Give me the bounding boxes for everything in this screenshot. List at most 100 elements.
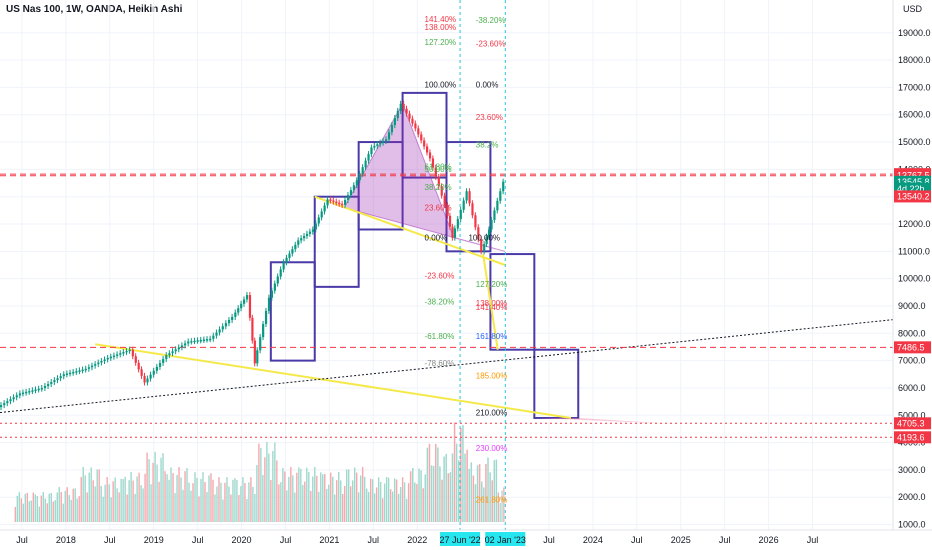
volume-bar — [110, 497, 112, 522]
volume-bar — [18, 492, 21, 522]
volume-bar — [414, 482, 416, 522]
volume-bar — [186, 468, 188, 522]
candle — [18, 393, 22, 396]
candle — [137, 362, 140, 370]
volume-bar — [411, 468, 414, 522]
axis-unit: USD — [903, 4, 923, 14]
volume-bar — [278, 484, 280, 522]
fib-label: -61.80% — [425, 332, 455, 341]
price-tag-label: 13545.8 — [897, 177, 930, 187]
candle — [326, 199, 329, 206]
volume-bar — [234, 478, 236, 522]
candle — [37, 388, 40, 391]
candle — [40, 387, 43, 390]
candle — [393, 118, 396, 126]
fib-label: -23.60% — [425, 272, 455, 281]
volume-bar — [439, 466, 441, 522]
candle — [205, 339, 209, 341]
candle — [477, 227, 480, 240]
candle — [344, 199, 347, 205]
fib-label: 61.80% — [425, 162, 452, 171]
candle — [28, 391, 31, 393]
candle — [385, 139, 388, 141]
volume-bar — [395, 479, 398, 522]
volume-bar — [497, 492, 499, 522]
candle — [370, 147, 373, 155]
volume-bar — [184, 471, 186, 522]
y-tick-label: 19000.0 — [898, 28, 931, 38]
candle — [288, 253, 291, 258]
x-tick-label: Jul — [543, 535, 555, 545]
candle — [193, 340, 196, 343]
y-tick-label: 15000.0 — [898, 137, 931, 147]
volume-bar — [416, 484, 418, 522]
volume-bar — [28, 501, 31, 522]
chart-title: US Nas 100, 1W, OANDA, Heikin Ashi — [6, 4, 183, 15]
volume-bar — [128, 480, 130, 522]
candle — [417, 128, 420, 135]
volume-bar — [132, 480, 134, 522]
volume-bar — [381, 498, 384, 522]
y-tick-label: 9000.0 — [898, 301, 926, 311]
volume-bar — [212, 479, 214, 522]
volume-bar — [385, 477, 388, 522]
volume-bar — [306, 467, 308, 522]
volume-bar — [168, 479, 170, 522]
candle — [174, 349, 177, 352]
volume-bar — [350, 486, 352, 522]
volume-bar — [464, 453, 466, 522]
candle — [149, 374, 152, 379]
volume-bar — [250, 477, 252, 522]
volume-bar — [92, 480, 94, 522]
volume-bar — [280, 482, 282, 522]
x-tick-label: Jul — [719, 535, 731, 545]
volume-bar — [409, 471, 412, 522]
volume-bar — [481, 481, 483, 522]
candle — [387, 132, 391, 140]
fib-label: 230.00% — [476, 444, 508, 453]
volume-bar — [489, 472, 491, 522]
volume-bar — [252, 486, 254, 522]
volume-bar — [336, 480, 338, 522]
candle — [25, 391, 28, 394]
volume-bar — [172, 473, 174, 522]
pattern-box — [269, 261, 316, 362]
volume-bar — [405, 498, 408, 522]
candle — [305, 233, 309, 237]
candle — [379, 142, 382, 145]
volume-bar — [224, 482, 226, 522]
candle — [165, 355, 168, 360]
volume-bar — [371, 479, 374, 522]
volume-bar — [148, 459, 150, 522]
candle — [485, 236, 488, 245]
volume-bar — [397, 493, 400, 522]
candle — [323, 205, 326, 212]
candle — [209, 338, 212, 341]
candle — [431, 158, 435, 168]
x-tick-label: 2022 — [407, 535, 427, 545]
price-tag — [894, 190, 931, 203]
candle — [75, 371, 78, 373]
volume-bar — [58, 487, 60, 522]
volume-bar — [270, 480, 272, 522]
volume-bar — [437, 447, 439, 522]
y-tick-label: 6000.0 — [898, 383, 926, 393]
candle — [451, 226, 454, 238]
candle — [3, 403, 6, 406]
volume-bar — [102, 496, 104, 522]
candle — [84, 368, 87, 371]
x-tick-label: Jul — [16, 535, 28, 545]
volume-bar — [318, 491, 320, 522]
volume-bar — [352, 480, 354, 522]
candle — [317, 217, 320, 224]
candle — [243, 299, 246, 304]
volume-bar — [156, 464, 158, 522]
candle — [53, 380, 56, 383]
volume-bar — [84, 475, 86, 522]
fib-label: -38.20% — [425, 298, 455, 307]
volume-bar — [476, 465, 479, 522]
candle — [103, 359, 106, 362]
volume-bar — [282, 467, 284, 522]
volume-bar — [52, 501, 54, 522]
